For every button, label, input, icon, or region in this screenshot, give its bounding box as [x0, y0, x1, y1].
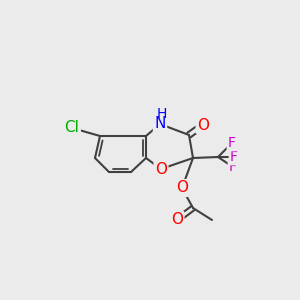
Text: N: N: [154, 116, 166, 131]
Text: F: F: [230, 150, 238, 164]
Text: O: O: [176, 181, 188, 196]
Text: O: O: [155, 161, 167, 176]
Text: F: F: [228, 136, 236, 150]
Text: H: H: [157, 107, 167, 121]
Text: O: O: [197, 118, 209, 133]
Text: Cl: Cl: [64, 121, 80, 136]
Text: O: O: [171, 212, 183, 227]
Text: F: F: [229, 160, 237, 174]
